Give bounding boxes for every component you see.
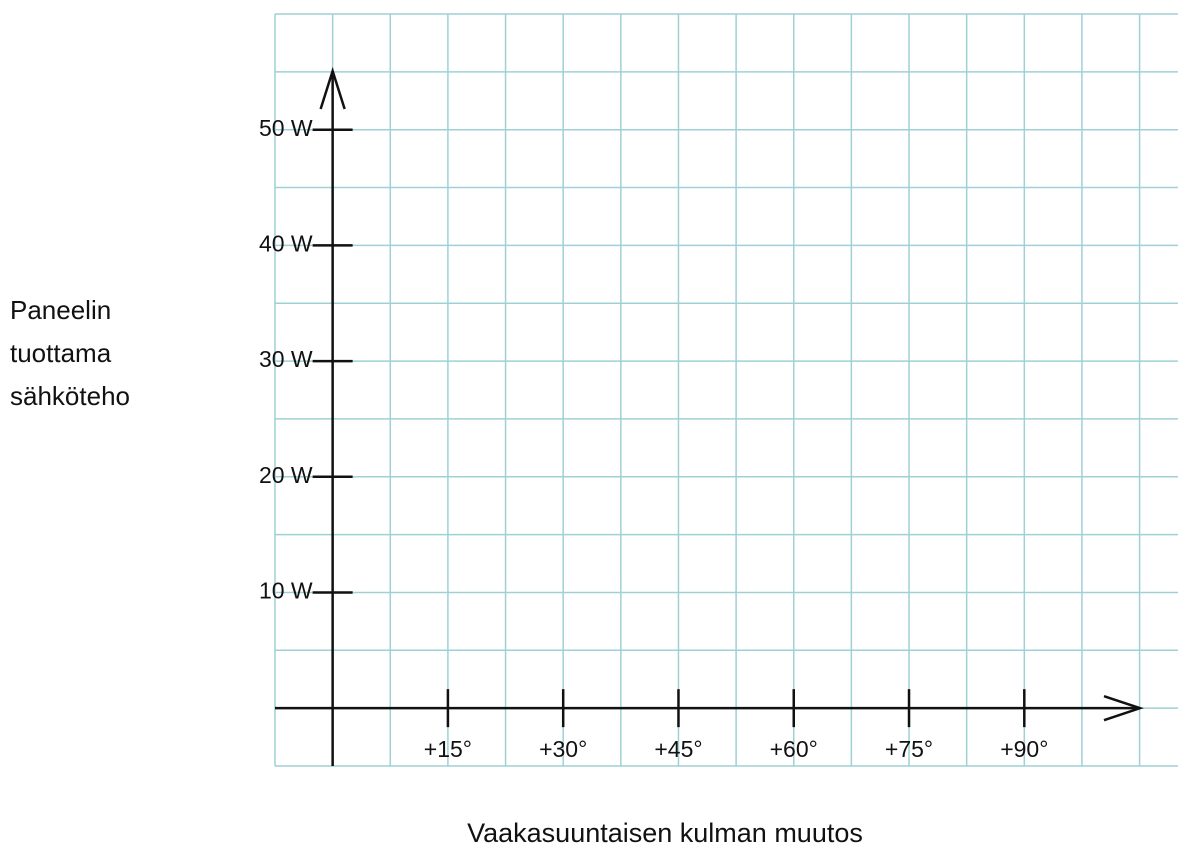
x-axis-arrow [1103,694,1144,722]
x-tick-label: +90° [1000,736,1048,762]
x-tick-label: +30° [539,736,587,762]
y-axis-arrow [319,66,346,110]
y-tick-label: 10 W [259,578,313,604]
x-axis-label: Vaakasuuntaisen kulman muutos [467,818,863,848]
y-tick-label: 20 W [259,462,313,488]
y-tick-label: 50 W [259,115,313,141]
y-tick-label: 30 W [259,346,313,372]
x-tick-label: +45° [654,736,702,762]
x-tick-label: +60° [770,736,818,762]
x-tick-label: +75° [885,736,933,762]
x-tick-label: +15° [424,736,472,762]
y-tick-label: 40 W [259,230,313,256]
y-axis-label: Paneelin tuottama sähköteho [10,295,130,411]
